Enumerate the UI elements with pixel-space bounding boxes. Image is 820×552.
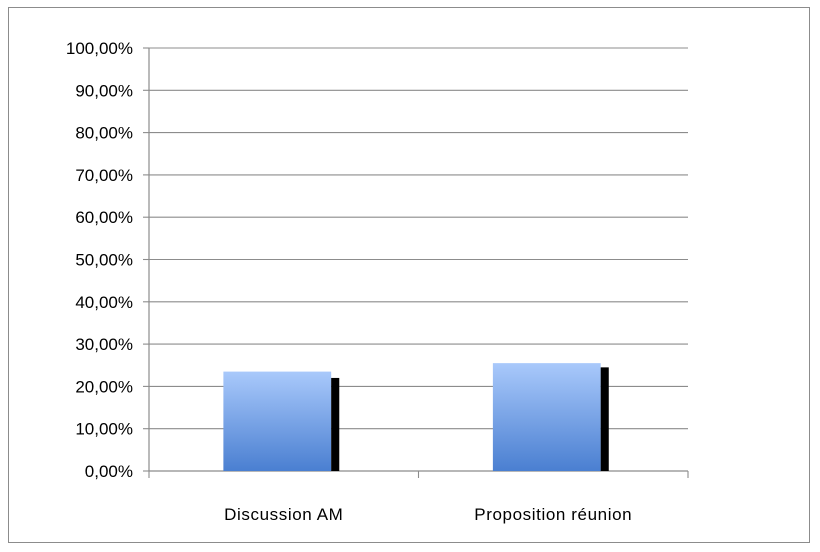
- y-tick-label: 100,00%: [66, 39, 133, 58]
- category-label: Proposition réunion: [474, 505, 632, 524]
- y-tick-label: 20,00%: [75, 377, 133, 396]
- y-tick-label: 0,00%: [85, 462, 133, 481]
- bar-series-2: [331, 377, 340, 471]
- bar-series-1: [223, 371, 332, 471]
- y-tick-label: 60,00%: [75, 208, 133, 227]
- y-tick-label: 10,00%: [75, 420, 133, 439]
- chart-frame: [8, 7, 810, 543]
- y-tick-label: 40,00%: [75, 293, 133, 312]
- category-labels: Discussion AM Proposition réunion: [224, 505, 632, 524]
- y-tick-labels: 0,00% 10,00% 20,00% 30,00% 40,00% 50,00% 60,00…: [66, 39, 133, 481]
- y-tick-label: 50,00%: [75, 251, 133, 270]
- bars: [223, 363, 609, 471]
- bar-series-2: [600, 367, 609, 471]
- y-tick-label: 80,00%: [75, 124, 133, 143]
- y-tick-label: 30,00%: [75, 335, 133, 354]
- y-tick-label: 90,00%: [75, 81, 133, 100]
- category-label: Discussion AM: [224, 505, 343, 524]
- bar-series-1: [492, 363, 601, 471]
- y-tick-label: 70,00%: [75, 166, 133, 185]
